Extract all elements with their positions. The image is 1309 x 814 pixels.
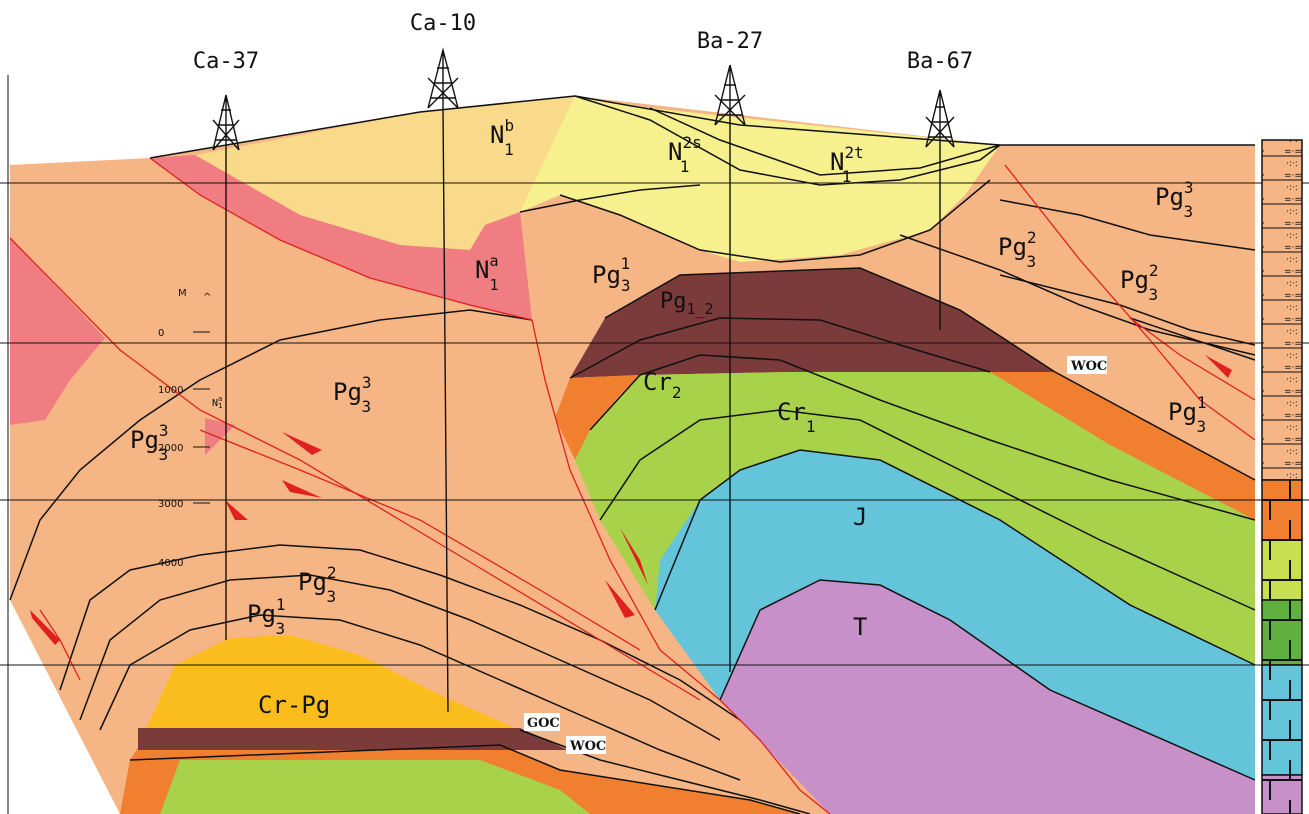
- well-ba27-derrick: [714, 64, 746, 672]
- well-ba67-derrick: [925, 89, 955, 330]
- well-label-ca10: Ca-10: [410, 11, 476, 36]
- unit-n1-2t: N2t 1: [830, 143, 864, 186]
- neogene-a-body: [150, 155, 532, 320]
- unit-n1a-small: Na 1: [212, 395, 222, 410]
- pg1-2-body: [570, 268, 1055, 378]
- unit-j: J: [853, 503, 867, 531]
- unit-t: T: [853, 613, 867, 641]
- neogene-2-body: [520, 96, 1000, 262]
- crpg-body: [140, 635, 520, 730]
- wells: [212, 47, 955, 713]
- well-label-ba27: Ba-27: [697, 29, 763, 54]
- scale-tick-4000: 4000: [158, 558, 183, 569]
- fluid-contacts: WOC GOC WOC: [524, 356, 1107, 754]
- unit-n1a: Na 1: [475, 252, 499, 294]
- jurassic-body: [655, 450, 1255, 780]
- neogene-a-left: [10, 238, 105, 425]
- fault-arrows: [30, 355, 1232, 645]
- unit-crpg: Cr-Pg: [258, 691, 330, 719]
- depth-scale: M ^ 0 1000 2000 3000 4000: [158, 288, 211, 569]
- scale-tick-1000: 1000: [158, 385, 183, 396]
- lithology-column: [1261, 139, 1303, 814]
- woc-label-left: WOC: [569, 739, 606, 754]
- well-ca10-derrick: [427, 47, 459, 713]
- scale-tick-3000: 3000: [158, 499, 183, 510]
- unit-pg32-a: Pg2 3: [998, 228, 1037, 271]
- well-label-ba67: Ba-67: [907, 49, 973, 74]
- cr1-body: [575, 372, 1255, 665]
- unit-cr2: Cr2: [643, 368, 682, 402]
- scale-tick-0: 0: [158, 328, 164, 339]
- unit-n1-2s: N2s 1: [668, 133, 702, 176]
- unit-pg33-left: Pg3 3: [130, 421, 169, 464]
- well-label-ca37: Ca-37: [193, 49, 259, 74]
- unit-pg31-right: Pg1 3: [1168, 393, 1207, 436]
- oil-band: [138, 728, 568, 750]
- unit-pg33-right: Pg3 3: [1155, 178, 1194, 221]
- cr2-body: [555, 375, 640, 460]
- cr1-lower: [160, 760, 590, 814]
- goc-label: GOC: [527, 716, 560, 731]
- scale-unit: M: [178, 288, 187, 299]
- grid-lines: [0, 75, 1309, 814]
- unit-labels: Nb 1 N2s 1 N2t 1 Na 1 Na 1 Pg31 Pg1_2 Pg3 3 Pg…: [130, 116, 1207, 719]
- unit-pg32-low: Pg2 3: [298, 563, 337, 606]
- unit-pg1-2: Pg1_2: [660, 289, 714, 318]
- unit-pg32-b: Pg2 3: [1120, 261, 1159, 304]
- triassic-body: [720, 580, 1255, 814]
- scale-arrow: ^: [203, 292, 211, 303]
- scale-tick-2000: 2000: [158, 443, 183, 454]
- unit-pg31-top: Pg31: [592, 254, 631, 295]
- unit-pg33-center: Pg3 3: [333, 373, 372, 416]
- cr2-right: [990, 372, 1255, 520]
- woc-label-right: WOC: [1070, 359, 1107, 374]
- well-ca37-derrick: [212, 94, 240, 640]
- faults: [9, 157, 1256, 814]
- unit-n1b: Nb 1: [490, 116, 514, 159]
- horizon-lines: [9, 95, 1256, 814]
- unit-cr1: Cr1: [777, 398, 816, 436]
- neogene-a-small: [205, 418, 235, 455]
- unit-pg31-low: Pg1 3: [247, 595, 286, 638]
